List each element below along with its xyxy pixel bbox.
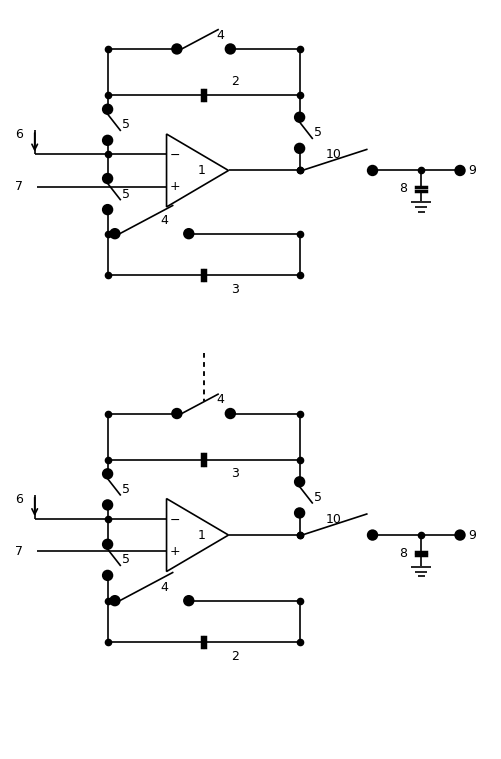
Text: 2: 2 [231,75,238,88]
Circle shape [294,477,304,487]
Text: 8: 8 [399,182,407,196]
Circle shape [103,205,112,215]
Text: 10: 10 [325,513,341,526]
Circle shape [225,44,235,54]
Circle shape [294,143,304,153]
Circle shape [172,44,181,54]
Text: 6: 6 [15,493,23,506]
Text: 5: 5 [314,491,322,504]
Text: 7: 7 [15,545,23,558]
Text: 10: 10 [325,149,341,162]
Text: 3: 3 [231,467,238,480]
Text: $-$: $-$ [169,512,180,525]
Circle shape [110,596,120,606]
Circle shape [454,165,464,175]
Circle shape [454,531,464,540]
Text: 9: 9 [467,164,475,177]
Text: $+$: $+$ [169,545,180,558]
Circle shape [367,531,377,540]
Text: $-$: $-$ [169,148,180,161]
Circle shape [103,135,112,145]
Text: 8: 8 [399,547,407,560]
Text: 6: 6 [15,128,23,141]
Circle shape [103,174,112,184]
Circle shape [183,228,193,238]
Circle shape [103,500,112,510]
Text: 9: 9 [467,528,475,542]
Circle shape [294,508,304,518]
Text: 5: 5 [122,187,130,200]
Circle shape [103,469,112,479]
Text: 5: 5 [314,126,322,140]
Text: 2: 2 [231,650,238,663]
Circle shape [367,165,377,175]
Text: 4: 4 [216,393,224,406]
Text: 5: 5 [122,553,130,566]
Circle shape [103,105,112,114]
Text: 1: 1 [197,528,205,542]
Circle shape [110,228,120,238]
Text: 4: 4 [216,29,224,42]
Text: 5: 5 [122,483,130,496]
Circle shape [183,596,193,606]
Text: 1: 1 [197,164,205,177]
Text: 3: 3 [231,283,238,296]
Text: 4: 4 [160,581,168,594]
Circle shape [103,540,112,550]
Circle shape [294,112,304,122]
Circle shape [103,571,112,581]
Circle shape [225,408,235,418]
Text: $+$: $+$ [169,180,180,193]
Text: 7: 7 [15,180,23,193]
Circle shape [172,408,181,418]
Text: 4: 4 [160,213,168,226]
Text: 5: 5 [122,118,130,131]
